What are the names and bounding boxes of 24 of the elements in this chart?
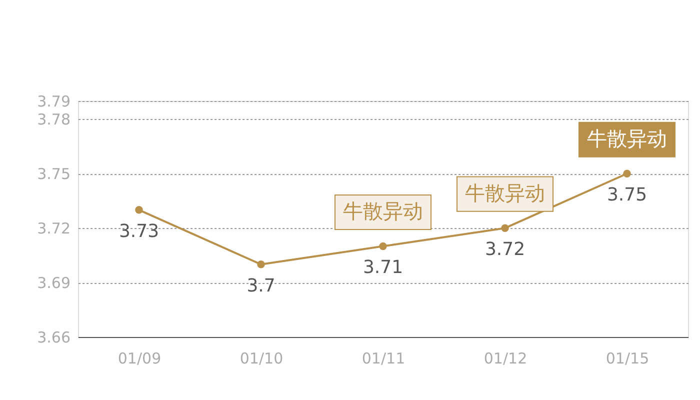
y-tick-label: 3.79 (37, 92, 70, 110)
annotation: 牛散异动 (587, 126, 667, 151)
annotation: 牛散异动 (343, 199, 423, 224)
x-tick-label: 01/11 (362, 350, 406, 368)
data-label: 3.71 (362, 257, 404, 278)
data-label: 3.72 (484, 239, 526, 260)
point (623, 170, 631, 178)
data-label: 3.75 (606, 184, 648, 206)
y-tick-label: 3.78 (37, 110, 70, 129)
point (135, 206, 143, 214)
annotation: 牛散异动 (465, 181, 545, 206)
point (501, 224, 509, 232)
x-tick-label: 01/10 (240, 350, 284, 368)
y-tick-label: 3.69 (37, 274, 70, 292)
x-tick-label: 01/09 (118, 350, 162, 368)
x-tick-label: 01/12 (484, 350, 528, 368)
point (257, 260, 265, 268)
point (379, 242, 387, 250)
data-label: 3.73 (118, 220, 160, 242)
y-tick-label: 3.72 (37, 220, 70, 238)
y-tick-label: 3.75 (37, 165, 70, 184)
data-label: 3.7 (246, 275, 276, 296)
y-tick-label: 3.66 (37, 328, 70, 346)
x-tick-label: 01/15 (606, 350, 650, 368)
